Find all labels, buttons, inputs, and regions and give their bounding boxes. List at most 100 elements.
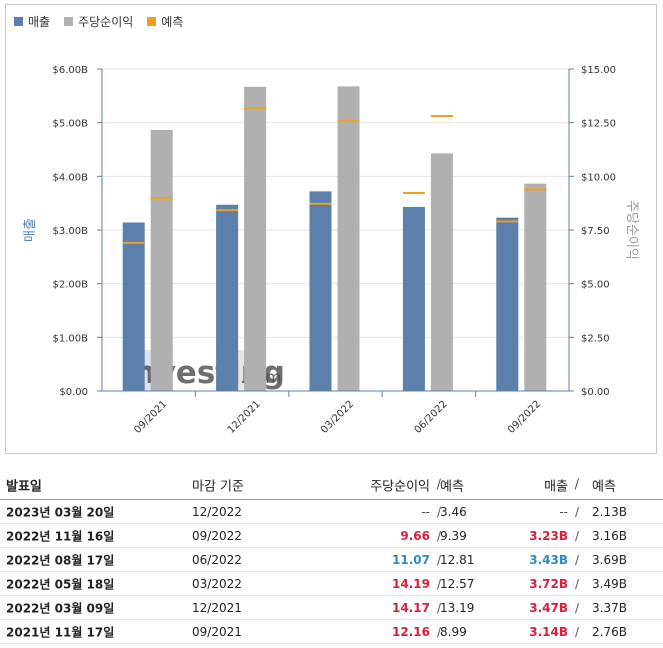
row-eps: 14.19 xyxy=(392,576,430,591)
row-date: 2021년 11월 17일 xyxy=(6,625,115,639)
row-period: 12/2021 xyxy=(192,600,242,615)
x-tick-label: 09/2022 xyxy=(506,399,543,436)
row-date: 2022년 08월 17일 xyxy=(6,553,115,567)
row-revenue-separator: / xyxy=(574,576,579,591)
eps-bar xyxy=(430,153,453,391)
row-eps: -- xyxy=(421,504,430,519)
header-eps[interactable]: 주당순이익 xyxy=(370,479,430,494)
row-revenue-forecast: 3.16B xyxy=(592,528,627,543)
y-tick-label: $1.00B xyxy=(53,333,89,344)
legend-item-eps[interactable]: 주당순이익 xyxy=(64,13,133,30)
header-revenue-separator: / xyxy=(574,477,579,492)
y-tick-label: $2.00B xyxy=(53,280,89,291)
legend-label-forecast: 예측 xyxy=(161,15,184,29)
row-eps-separator: / xyxy=(436,528,441,543)
row-eps-separator: / xyxy=(436,576,441,591)
y-tick-label: $4.00B xyxy=(53,172,89,183)
row-revenue-separator: / xyxy=(574,552,579,567)
revenue-bar xyxy=(402,206,425,391)
header-revenue-forecast[interactable]: 예측 xyxy=(592,479,616,494)
legend-label-eps: 주당순이익 xyxy=(78,15,134,29)
header-eps-forecast[interactable]: 예측 xyxy=(440,479,464,494)
row-eps: 11.07 xyxy=(392,552,430,567)
row-date: 2023년 03월 20일 xyxy=(6,505,115,519)
table-row: 2021년 11월 17일 09/2021 12.16/8.99 3.14B/2.76… xyxy=(0,620,663,644)
row-revenue-forecast: 2.76B xyxy=(592,624,627,639)
revenue-bar xyxy=(216,204,239,391)
row-period: 09/2021 xyxy=(192,624,242,639)
legend-item-revenue[interactable]: 매출 xyxy=(14,13,50,30)
row-period: 12/2022 xyxy=(192,504,242,519)
y-tick-label: $0.00 xyxy=(59,387,88,398)
x-tick-label: 03/2022 xyxy=(319,399,356,436)
earnings-table-header: 발표일 마감 기준 주당순이익 / 예측 매출 / 예측 xyxy=(0,470,663,500)
row-period: 09/2022 xyxy=(192,528,242,543)
eps-bar xyxy=(524,183,547,391)
row-revenue-forecast: 2.13B xyxy=(592,504,627,519)
row-date: 2022년 03월 09일 xyxy=(6,601,115,615)
y2-tick-label: $15.00 xyxy=(581,65,616,76)
row-revenue: 3.23B xyxy=(529,528,568,543)
eps-swatch-icon xyxy=(64,17,74,26)
y2-tick-label: $12.50 xyxy=(581,119,616,130)
row-eps-separator: / xyxy=(436,504,441,519)
table-row: 2022년 03월 09일 12/2021 14.17/13.19 3.47B/3.3… xyxy=(0,596,663,620)
row-revenue-separator: / xyxy=(574,504,579,519)
table-row: 2022년 08월 17일 06/2022 11.07/12.81 3.43B/3.6… xyxy=(0,548,663,572)
eps-bar xyxy=(244,86,267,392)
eps-bar xyxy=(337,86,360,391)
chart-legend: 매출 주당순이익 예측 xyxy=(14,13,183,30)
row-eps-forecast: 9.39 xyxy=(440,528,467,543)
y2-tick-label: $7.50 xyxy=(581,226,610,237)
row-eps: 12.16 xyxy=(392,624,430,639)
chart-plot: $0.00 $1.00B $2.00B $3.00B $4.00B $5.00B $6.00… xyxy=(23,65,639,436)
revenue-bar xyxy=(309,191,332,391)
row-eps-forecast: 8.99 xyxy=(440,624,467,639)
row-eps-forecast: 12.81 xyxy=(440,552,475,567)
row-date: 2022년 11월 16일 xyxy=(6,529,115,543)
row-revenue-forecast: 3.37B xyxy=(592,600,627,615)
y2-tick-label: $2.50 xyxy=(581,333,610,344)
table-row: 2023년 03월 20일 12/2022 --/3.46 --/2.13B xyxy=(0,500,663,524)
row-revenue: 3.14B xyxy=(529,624,568,639)
row-eps: 14.17 xyxy=(392,600,430,615)
y-tick-label: $6.00B xyxy=(53,65,89,76)
header-eps-separator: / xyxy=(436,477,441,492)
eps-bar xyxy=(150,129,173,391)
revenue-bar xyxy=(496,217,519,391)
row-revenue-separator: / xyxy=(574,624,579,639)
row-date: 2022년 05월 18일 xyxy=(6,577,115,591)
table-row: 2022년 11월 16일 09/2022 9.66/9.39 3.23B/3.16B xyxy=(0,524,663,548)
row-revenue-separator: / xyxy=(574,528,579,543)
y2-tick-label: $10.00 xyxy=(581,172,616,183)
row-revenue-forecast: 3.69B xyxy=(592,552,627,567)
y2-tick-label: $0.00 xyxy=(581,387,610,398)
row-eps-forecast: 12.57 xyxy=(440,576,475,591)
y2-axis-title: 주당순이익 xyxy=(624,200,639,260)
revenue-bar xyxy=(122,222,145,391)
y-tick-label: $5.00B xyxy=(53,119,89,130)
x-tick-label: 12/2021 xyxy=(226,399,263,436)
earnings-table-body: 2023년 03월 20일 12/2022 --/3.46 --/2.13B 2022년… xyxy=(0,500,663,644)
forecast-swatch-icon xyxy=(147,17,157,26)
header-date[interactable]: 발표일 xyxy=(6,479,42,494)
table-row: 2022년 05월 18일 03/2022 14.19/12.57 3.72B/3.4… xyxy=(0,572,663,596)
row-revenue: 3.47B xyxy=(529,600,568,615)
legend-label-revenue: 매출 xyxy=(28,15,51,29)
row-eps: 9.66 xyxy=(400,528,430,543)
row-period: 06/2022 xyxy=(192,552,242,567)
x-tick-label: 09/2021 xyxy=(132,399,169,436)
row-eps-separator: / xyxy=(436,624,441,639)
legend-item-forecast[interactable]: 예측 xyxy=(147,13,183,30)
row-revenue: 3.72B xyxy=(529,576,568,591)
y-axis-title: 매출 xyxy=(23,218,38,242)
row-revenue-separator: / xyxy=(574,600,579,615)
header-period[interactable]: 마감 기준 xyxy=(192,479,244,494)
row-revenue-forecast: 3.49B xyxy=(592,576,627,591)
y2-tick-label: $5.00 xyxy=(581,280,610,291)
y-tick-label: $3.00B xyxy=(53,226,89,237)
row-period: 03/2022 xyxy=(192,576,242,591)
row-eps-separator: / xyxy=(436,552,441,567)
header-revenue[interactable]: 매출 xyxy=(544,479,568,494)
row-eps-separator: / xyxy=(436,600,441,615)
